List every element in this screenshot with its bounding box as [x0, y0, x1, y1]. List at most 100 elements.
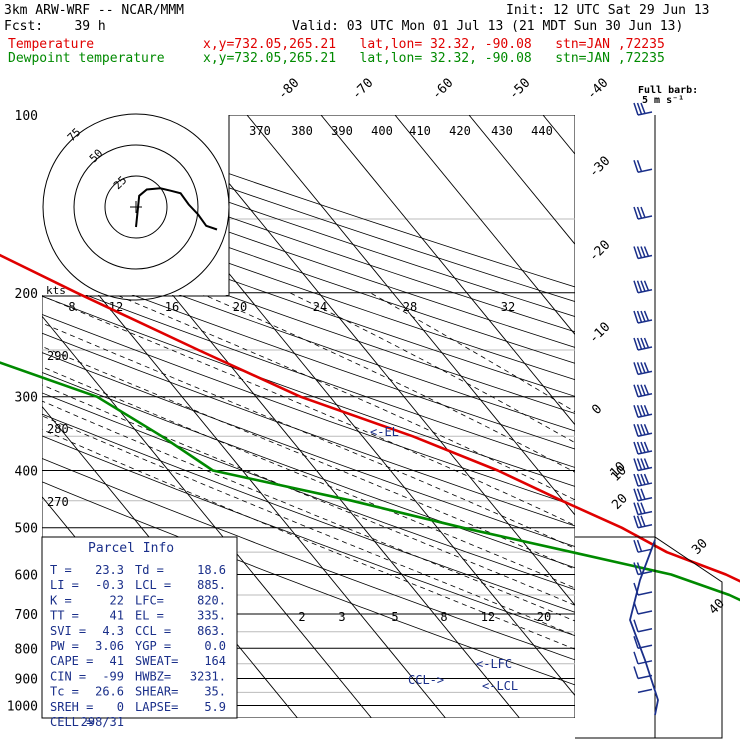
wind-barb-flag: [640, 337, 646, 349]
mixing-ratio-top-label: 28: [403, 300, 417, 314]
wind-barb-flag: [633, 206, 639, 220]
theta-e-label: 430: [491, 124, 513, 138]
hodograph-ring-75: [42, 113, 230, 301]
pressure-label-700: 700: [15, 608, 38, 623]
wind-barb-flag: [636, 246, 643, 259]
parcel-key: SHEAR=: [135, 685, 178, 699]
isotherm: [172, 115, 575, 606]
hodograph-trace: [135, 187, 218, 231]
annotation: <-LFC: [476, 657, 512, 671]
parcel-key: TT =: [50, 609, 79, 623]
wind-barb-flag: [640, 310, 646, 322]
parcel-value: 0: [117, 700, 124, 714]
theta-e-label: 390: [331, 124, 353, 138]
parcel-key: Td =: [135, 563, 164, 577]
parcel-value: 3.06: [95, 639, 124, 653]
mixing-ratio-top-label: 8: [68, 300, 75, 314]
isotherm: [0, 115, 1, 718]
temperature-line: [0, 253, 740, 583]
dry-adiabat: [42, 179, 575, 364]
isotherm-label: 0: [589, 402, 605, 418]
parcel-box: [41, 536, 238, 719]
wind-barb-staff: [637, 610, 653, 615]
parcel-value: 3231.: [190, 669, 226, 683]
legend-dewpoint: Dewpoint temperature: [8, 51, 165, 66]
wind-barb-flag: [640, 362, 646, 374]
parcel-value: 885.: [197, 578, 226, 592]
wind-barb-staff: [637, 688, 653, 694]
dewpoint-line: [0, 361, 740, 602]
parcel-value: 820.: [197, 593, 226, 607]
wind-barb-flag: [636, 441, 643, 454]
mixing-ratio-top-label: 32: [501, 300, 515, 314]
pressure-label-600: 600: [15, 568, 38, 583]
parcel-key: YGP =: [135, 639, 171, 653]
wind-barb-flag: [640, 473, 646, 485]
wind-barb-flag: [633, 515, 639, 528]
wind-barb-flag: [640, 404, 646, 417]
wind-barb-staff: [637, 570, 653, 576]
isotherm-label: -50: [506, 76, 533, 103]
wind-barb-flag: [640, 102, 646, 114]
parcel-value: 41: [110, 609, 124, 623]
pressure-label-300: 300: [15, 391, 38, 406]
wind-barb-flag: [636, 206, 643, 219]
parcel-key: Tc =: [50, 685, 79, 699]
hodograph-ring-50: [73, 144, 199, 270]
wind-barb-flag: [633, 562, 639, 575]
wind-barb-flag: [636, 337, 643, 350]
parcel-value: -0.3: [95, 578, 124, 592]
dry-adiabat: [42, 435, 575, 637]
dry-adiabat: [42, 481, 575, 686]
wind-barb-flag: [640, 280, 646, 292]
dry-adiabat: [42, 352, 575, 548]
parcel-key: SREH =: [50, 700, 93, 714]
parcel-key: CIN =: [50, 669, 86, 683]
wind-barb-flag: [643, 246, 650, 257]
wind-barb-flag: [643, 337, 650, 349]
wind-barb-flag: [636, 515, 643, 528]
dry-adiabat: [42, 332, 575, 527]
parcel-key: LI =: [50, 578, 79, 592]
pressure-label-800: 800: [15, 642, 38, 657]
mixing-ratio-label: 3: [338, 610, 345, 624]
moist-adiabat: [42, 428, 575, 650]
mixing-ratio-top-label: 24: [313, 300, 327, 314]
wind-barb-flag: [633, 441, 639, 455]
wind-barb-flag: [633, 102, 639, 116]
wind-barb-flag: [633, 280, 639, 293]
mixing-ratio-label: 20: [537, 610, 551, 624]
parcel-key: HWBZ=: [135, 669, 171, 683]
moist-adiabat: [199, 292, 575, 473]
dry-adiabat: [42, 210, 575, 397]
parcel-key: T =: [50, 563, 72, 577]
parcel-key: EL =: [135, 609, 164, 623]
moist-adiabat: [42, 384, 575, 606]
wind-speed-line: [629, 539, 659, 716]
wind-barb-flag: [636, 562, 643, 575]
wind-barb-flag: [643, 310, 650, 322]
hodograph-ring-25: [104, 175, 168, 239]
parcel-title: Parcel Info: [88, 541, 174, 556]
wind-barb-flag: [636, 488, 643, 501]
forecast-hour: Fcst: 39 h: [4, 19, 106, 34]
annotation: <-LCL: [482, 679, 518, 693]
parcel-key: SVI =: [50, 624, 86, 638]
parcel-value: 863.: [197, 624, 226, 638]
isotherm-label: 40: [706, 596, 728, 618]
wind-profile: 10: [575, 102, 723, 739]
barb-legend: Full barb:5 m s⁻¹: [638, 85, 698, 106]
isotherm: [246, 115, 575, 516]
parcel-value: 298/31: [81, 715, 124, 729]
dry-adiabat-label: 290: [47, 349, 69, 363]
parcel-value: 23.3: [95, 563, 124, 577]
wind-barb-flag: [636, 405, 643, 417]
wind-barb-flag: [640, 441, 646, 453]
isotherm-label: -80: [275, 76, 302, 103]
sounding-series: [0, 253, 740, 602]
parcel-value: 0.0: [204, 639, 226, 653]
parcel-key: LCL =: [135, 578, 171, 592]
isotherm: [42, 225, 446, 718]
